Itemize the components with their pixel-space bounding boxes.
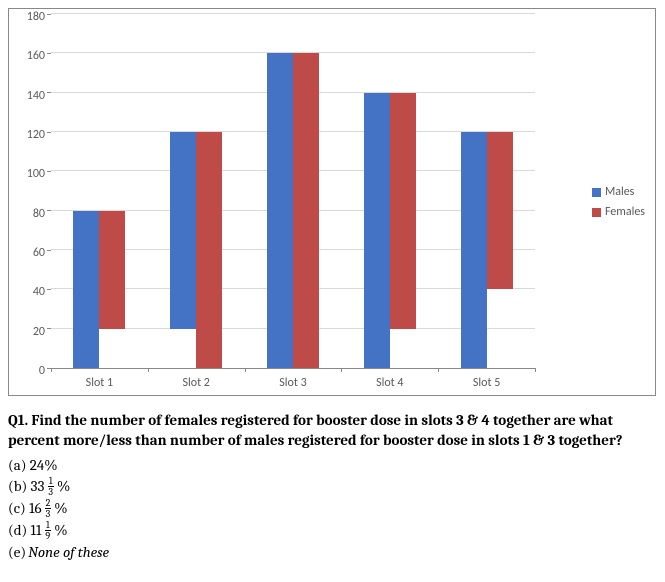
y-tick-label: 180 <box>27 10 45 24</box>
y-tick-mark <box>47 289 51 290</box>
y-tick-label: 40 <box>33 285 45 299</box>
option-b-lead: (b) 33 <box>8 476 44 496</box>
plot-region: Males Females Slot 1 Slot 2 Slot 3 Slot 4 Slo… <box>51 9 655 395</box>
fraction-icon: 1 3 <box>47 476 54 497</box>
y-tick-label: 0 <box>39 364 45 378</box>
y-tick-label: 140 <box>27 89 45 103</box>
bar-group <box>73 211 125 368</box>
option-d: (d) 11 1 9 % <box>8 520 657 541</box>
x-tick-label: Slot 4 <box>376 376 403 390</box>
y-axis: 0 20 40 60 80 100 120 140 160 180 <box>9 9 51 395</box>
x-tick-label: Slot 1 <box>86 376 113 390</box>
y-tick-label: 20 <box>33 325 45 339</box>
bar <box>293 53 319 368</box>
bar <box>461 132 487 368</box>
fraction-icon: 2 3 <box>45 498 52 519</box>
x-tick-label: Slot 3 <box>279 376 306 390</box>
plot-area <box>51 17 535 369</box>
y-tick-label: 160 <box>27 49 45 63</box>
legend-label: Females <box>605 205 645 219</box>
option-c: (c) 16 2 3 % <box>8 498 657 519</box>
legend-swatch <box>592 188 601 197</box>
y-tick-mark <box>47 132 51 133</box>
option-e: (e) None of these <box>8 542 657 562</box>
question-prompt: Q1. Find the number of females registere… <box>8 410 657 451</box>
y-tick-mark <box>47 92 51 93</box>
grid-line <box>51 13 535 14</box>
legend-swatch <box>592 208 601 217</box>
chart-legend: Males Females <box>592 179 645 225</box>
bar <box>99 211 125 329</box>
bar-group <box>170 132 222 368</box>
legend-label: Males <box>605 185 634 199</box>
question-text: Find the number of females registered fo… <box>8 411 623 449</box>
x-tick-mark <box>245 368 246 372</box>
question-block: Q1. Find the number of females registere… <box>8 410 657 562</box>
y-tick-label: 80 <box>33 207 45 221</box>
option-d-tail: % <box>54 520 67 540</box>
bar-chart: 0 20 40 60 80 100 120 140 160 180 Males Females Sl… <box>8 8 656 396</box>
bar-group <box>267 53 319 368</box>
y-tick-label: 120 <box>27 128 45 142</box>
x-tick-mark <box>148 368 149 372</box>
bar <box>196 132 222 368</box>
x-tick-label: Slot 5 <box>473 376 500 390</box>
x-tick-label: Slot 2 <box>182 376 209 390</box>
bar <box>267 53 293 368</box>
y-tick-mark <box>47 171 51 172</box>
option-e-text: None of these <box>28 542 109 562</box>
legend-item: Males <box>592 185 645 199</box>
option-b-tail: % <box>57 476 70 496</box>
x-tick-mark <box>51 368 52 372</box>
bar <box>364 93 390 368</box>
bar <box>73 211 99 368</box>
y-tick-mark <box>47 328 51 329</box>
option-a: (a) 24% <box>8 455 657 475</box>
x-tick-mark <box>341 368 342 372</box>
option-c-tail: % <box>54 498 67 518</box>
x-tick-mark <box>438 368 439 372</box>
answer-options: (a) 24% (b) 33 1 3 % (c) 16 2 3 % (d) 11… <box>8 455 657 563</box>
option-a-text: (a) 24% <box>8 455 58 475</box>
y-tick-label: 100 <box>27 167 45 181</box>
bar-group <box>461 132 513 368</box>
option-e-lead: (e) <box>8 542 26 562</box>
x-tick-mark <box>535 368 536 372</box>
y-tick-label: 60 <box>33 246 45 260</box>
question-label: Q1. <box>8 411 28 429</box>
bar <box>390 93 416 329</box>
option-b: (b) 33 1 3 % <box>8 476 657 497</box>
y-tick-mark <box>47 53 51 54</box>
y-tick-mark <box>47 210 51 211</box>
option-c-lead: (c) 16 <box>8 498 42 518</box>
bar-group <box>364 93 416 368</box>
bar <box>170 132 196 329</box>
option-d-lead: (d) 11 <box>8 520 41 540</box>
y-tick-mark <box>47 250 51 251</box>
bar <box>487 132 513 289</box>
fraction-icon: 1 9 <box>44 520 51 541</box>
legend-item: Females <box>592 205 645 219</box>
y-tick-mark <box>47 14 51 15</box>
